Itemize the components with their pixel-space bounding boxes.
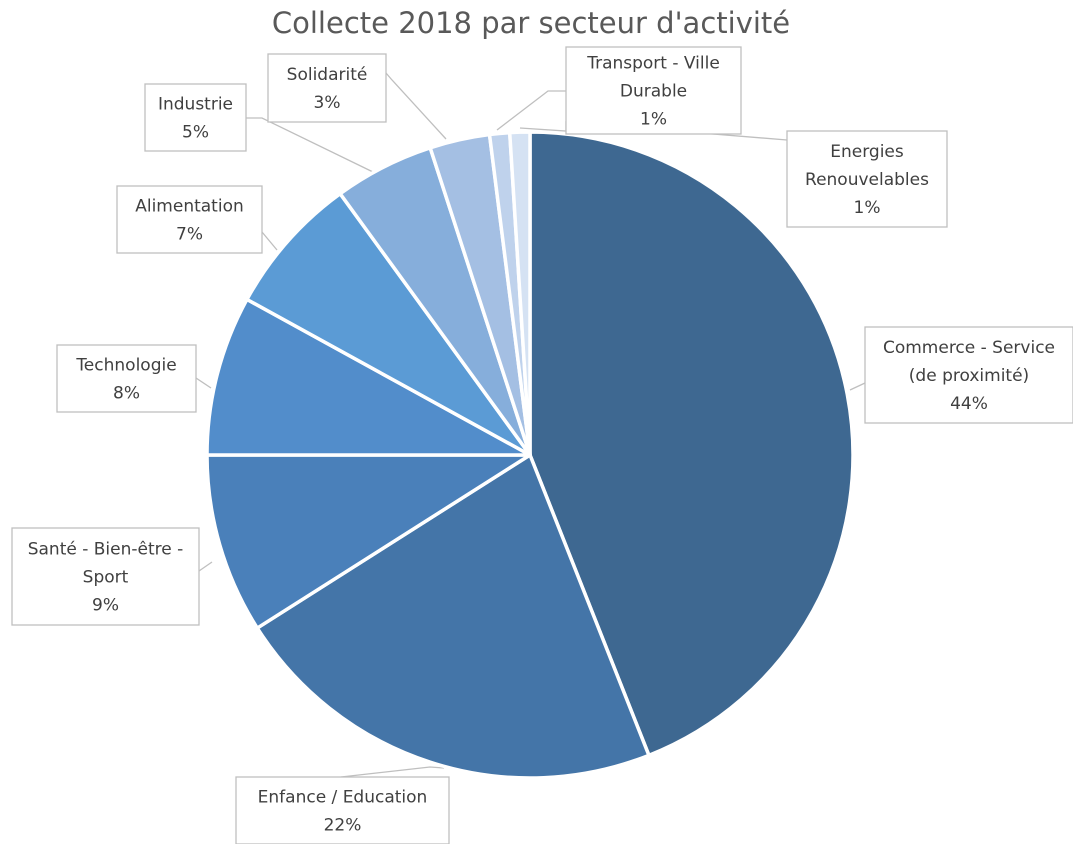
data-label-box xyxy=(565,46,742,135)
data-label-category: Transport - Ville xyxy=(586,54,720,74)
data-label-percent: 8% xyxy=(113,384,140,404)
data-label-category: Enfance / Education xyxy=(258,788,428,808)
leader-line-enfance-education xyxy=(340,766,445,778)
leader-line-technologie xyxy=(195,377,212,389)
data-label-percent: 44% xyxy=(950,394,988,414)
data-label-category: Renouvelables xyxy=(805,170,929,190)
leader-line-solidarite xyxy=(385,72,447,140)
pie-slices xyxy=(205,130,855,780)
data-label-transport-ville-durable: Transport - Ville Durable 1% xyxy=(565,46,742,135)
pie-slice-commerce-service-de-proximite xyxy=(528,130,855,758)
data-label-category: Solidarité xyxy=(287,65,368,85)
data-label-industrie: Industrie 5% xyxy=(144,83,247,152)
pie-slice-enfance-education xyxy=(255,453,651,780)
data-label-alimentation: Alimentation 7% xyxy=(116,185,263,254)
data-label-percent: 3% xyxy=(314,93,341,113)
leader-line-alimentation xyxy=(261,231,278,251)
data-label-percent: 1% xyxy=(640,110,667,130)
pie-slice-sante-bien-etre-sport xyxy=(205,453,532,630)
data-label-box xyxy=(267,53,387,123)
pie-slice-energies-renouvelables xyxy=(507,130,532,457)
data-label-category: Energies xyxy=(830,142,904,162)
data-label-sante-bien-etre-sport: Santé - Bien-être - Sport 9% xyxy=(11,527,200,626)
chart-title: Collecte 2018 par secteur d'activité xyxy=(272,6,790,40)
data-label-percent: 22% xyxy=(324,816,362,836)
data-label-category: Technologie xyxy=(75,356,176,376)
data-label-technologie: Technologie 8% xyxy=(56,344,197,413)
data-label-energies-renouvelables: Energies Renouvelables 1% xyxy=(786,130,948,228)
data-label-percent: 7% xyxy=(176,225,203,245)
data-label-category: Durable xyxy=(620,82,687,102)
data-label-category: Santé - Bien-être - xyxy=(28,540,184,560)
data-label-percent: 1% xyxy=(854,198,881,218)
data-label-box xyxy=(235,776,450,844)
data-label-box xyxy=(864,326,1073,424)
data-label-percent: 5% xyxy=(182,123,209,143)
leader-line-transport-ville-durable xyxy=(496,90,566,131)
data-label-commerce-service-de-proximite: Commerce - Service (de proximité) 44% xyxy=(864,326,1073,424)
leader-line-sante-bien-etre-sport xyxy=(198,561,213,572)
data-label-percent: 9% xyxy=(92,596,119,616)
data-label-box xyxy=(786,130,948,228)
data-label-category: (de proximité) xyxy=(909,366,1029,386)
data-label-category: Industrie xyxy=(158,95,233,115)
data-label-box xyxy=(11,527,200,626)
data-label-solidarite: Solidarité 3% xyxy=(267,53,387,123)
data-label-category: Alimentation xyxy=(135,197,244,217)
leader-line-industrie xyxy=(246,117,374,173)
data-label-box xyxy=(116,185,263,254)
leader-line-commerce-service-de-proximite xyxy=(849,382,866,391)
pie-slice-alimentation xyxy=(245,191,532,457)
data-labels: Commerce - Service (de proximité) 44% Enfan… xyxy=(11,46,1073,844)
data-label-enfance-education: Enfance / Education 22% xyxy=(235,776,450,844)
data-label-box xyxy=(144,83,247,152)
data-label-box xyxy=(56,344,197,413)
data-label-category: Sport xyxy=(83,568,129,588)
data-label-category: Commerce - Service xyxy=(883,338,1055,358)
pie-slice-technologie xyxy=(205,297,532,457)
